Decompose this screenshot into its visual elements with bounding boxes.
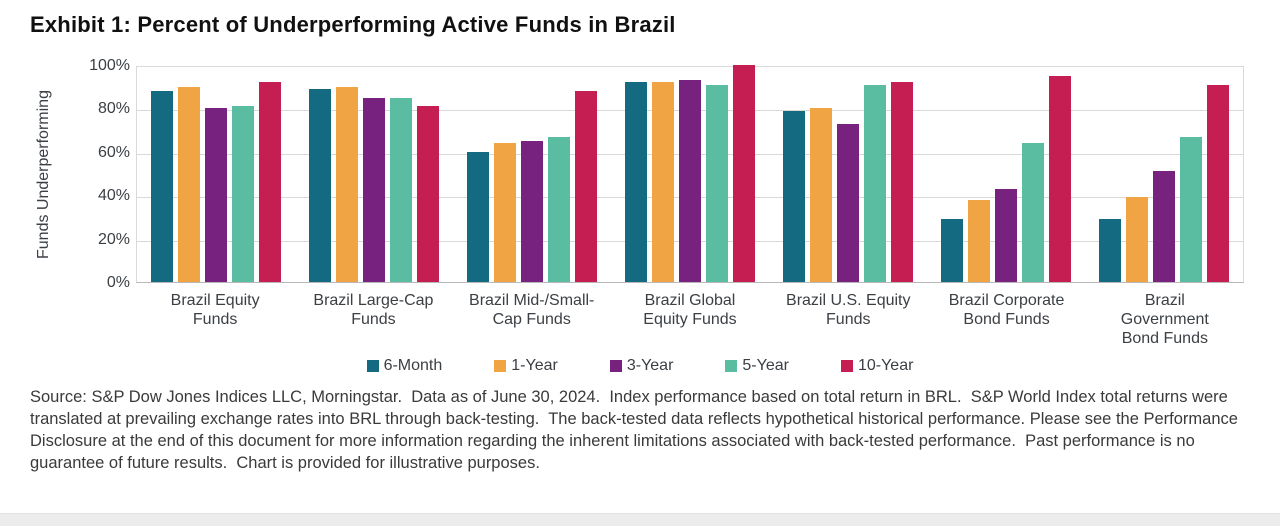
bar-5-year — [232, 106, 254, 282]
bar-group — [137, 67, 295, 282]
legend-item: 6-Month — [366, 357, 443, 375]
y-tick-label: 0% — [106, 274, 130, 291]
legend-swatch-icon — [366, 360, 379, 372]
bar-10-year — [891, 82, 913, 282]
x-axis-category-label: Brazil Global Equity Funds — [643, 292, 737, 328]
bar-5-year — [548, 136, 570, 282]
bar-group — [453, 67, 611, 282]
bar-chart-plot-area — [136, 65, 1244, 283]
bar-10-year — [1049, 75, 1071, 282]
legend-swatch-icon — [609, 360, 622, 372]
bar-group — [927, 67, 1085, 282]
legend-item: 10-Year — [840, 357, 914, 375]
chart-legend: 6-Month 1-Year 3-Year 5-Year 10-Year — [0, 357, 1280, 375]
x-axis-category-label: Brazil Equity Funds — [170, 292, 260, 328]
bar-group — [611, 65, 769, 282]
y-axis-title: Funds Underperforming — [35, 90, 52, 259]
x-axis-category-label: Brazil Corporate Bond Funds — [948, 292, 1065, 328]
bar-3-year — [205, 108, 227, 282]
x-axis-labels: Brazil Equity Funds Brazil Large-Cap Fund… — [136, 291, 1244, 348]
bar-6-month — [309, 88, 331, 282]
bar-3-year — [679, 80, 701, 282]
bar-1-year — [178, 86, 200, 282]
y-axis-ticks: 0% 20% 40% 60% 80% 100% — [58, 0, 130, 300]
bar-1-year — [1126, 197, 1148, 282]
bar-group — [1085, 67, 1243, 282]
bar-1-year — [810, 108, 832, 282]
bar-1-year — [336, 86, 358, 282]
x-axis-category-label: Brazil Large-Cap Funds — [313, 292, 434, 328]
y-tick-label: 100% — [89, 57, 130, 74]
bar-5-year — [1180, 136, 1202, 282]
bar-6-month — [941, 219, 963, 282]
footer-band — [0, 513, 1280, 526]
legend-label: 1-Year — [511, 357, 558, 374]
bar-10-year — [1207, 84, 1229, 282]
bar-6-month — [151, 91, 173, 282]
bar-3-year — [995, 188, 1017, 282]
x-axis-category-label: Brazil Government Bond Funds — [1120, 292, 1209, 347]
bar-6-month — [1099, 219, 1121, 282]
bar-6-month — [625, 82, 647, 282]
bar-group — [769, 67, 927, 282]
x-axis-category-label: Brazil Mid-/Small- Cap Funds — [469, 292, 595, 328]
x-axis-category-label: Brazil U.S. Equity Funds — [786, 292, 911, 328]
bar-6-month — [467, 151, 489, 282]
bar-5-year — [864, 84, 886, 282]
bar-10-year — [259, 82, 281, 282]
bar-1-year — [494, 143, 516, 282]
y-tick-label: 80% — [97, 100, 130, 118]
legend-label: 6-Month — [383, 357, 443, 374]
y-tick-label: 20% — [97, 230, 130, 248]
bar-1-year — [652, 82, 674, 282]
y-tick-label: 60% — [97, 143, 130, 161]
legend-label: 3-Year — [626, 357, 674, 374]
legend-label: 5-Year — [742, 357, 789, 374]
bar-3-year — [363, 97, 385, 282]
bar-3-year — [521, 140, 543, 282]
bar-5-year — [706, 84, 728, 282]
legend-swatch-icon — [494, 360, 507, 372]
bar-groups — [137, 65, 1243, 282]
bar-3-year — [837, 123, 859, 282]
legend-label: 10-Year — [857, 357, 914, 374]
bar-6-month — [783, 110, 805, 282]
legend-item: 5-Year — [725, 357, 789, 375]
bar-10-year — [733, 65, 755, 282]
bar-10-year — [575, 91, 597, 282]
bar-3-year — [1153, 171, 1175, 282]
y-tick-label: 40% — [97, 187, 130, 205]
legend-swatch-icon — [840, 360, 853, 372]
bar-5-year — [390, 97, 412, 282]
bar-group — [295, 67, 453, 282]
bar-1-year — [968, 199, 990, 282]
page-title: Exhibit 1: Percent of Underperforming Ac… — [30, 12, 676, 37]
bar-10-year — [417, 106, 439, 282]
source-note: Source: S&P Dow Jones Indices LLC, Morni… — [30, 388, 1243, 472]
bar-5-year — [1022, 143, 1044, 282]
legend-item: 1-Year — [494, 357, 558, 375]
legend-item: 3-Year — [609, 357, 674, 375]
legend-swatch-icon — [725, 360, 738, 372]
